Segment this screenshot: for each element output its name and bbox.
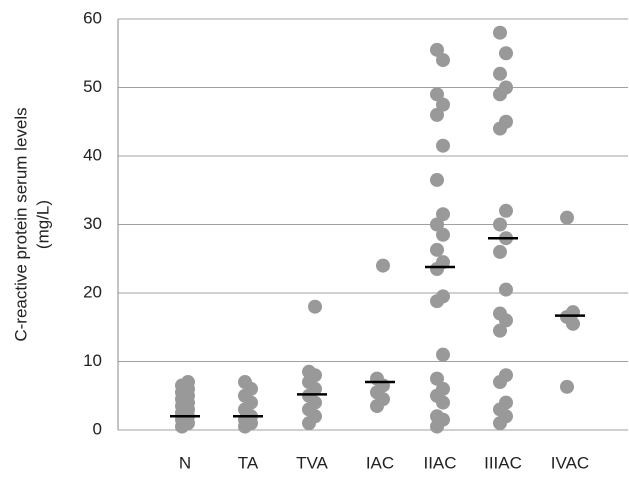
x-tick-label: TA [238,453,259,472]
data-point [560,210,574,225]
y-tick-label: 20 [83,282,102,301]
y-tick-label: 10 [83,351,102,370]
data-point [430,172,444,187]
x-tick-label: IIAC [423,453,456,472]
x-tick-label: IIIAC [484,453,522,472]
data-point [499,395,513,410]
data-point [370,371,384,386]
data-point [566,305,580,320]
data-point [436,347,450,362]
data-point [436,97,450,112]
data-point [499,368,513,383]
data-point [493,244,507,259]
data-point [493,25,507,40]
data-point [499,114,513,129]
y-tick-label: 40 [83,145,102,164]
data-point [181,375,195,390]
data-point [436,227,450,242]
data-point [436,381,450,396]
data-point [302,364,316,379]
data-point [430,242,444,257]
data-point [430,409,444,424]
data-point [560,379,574,394]
y-tick-label: 60 [83,8,102,27]
data-point [430,217,444,232]
data-point [499,282,513,297]
y-tick-label: 0 [93,419,102,438]
data-point [430,42,444,57]
data-point [308,299,322,314]
data-point [493,66,507,81]
data-point [499,203,513,218]
data-point [493,217,507,232]
data-point [499,46,513,61]
x-tick-label: N [179,453,191,472]
x-tick-label: IVAC [551,453,589,472]
data-point [499,80,513,95]
data-point [436,207,450,222]
y-tick-label: 30 [83,214,102,233]
data-point [238,375,252,390]
x-tick-label: TVA [296,453,328,472]
data-point [493,306,507,321]
y-tick-label: 50 [83,77,102,96]
data-point [430,87,444,102]
data-point [430,371,444,386]
data-point [436,255,450,270]
data-point [376,258,390,273]
data-point [436,289,450,304]
y-axis-label: (mg/L) [33,200,52,249]
data-point [493,323,507,338]
data-point [436,138,450,153]
data-point [436,53,450,68]
x-tick-label: IAC [366,453,394,472]
data-point [430,107,444,122]
y-axis-label: C-reactive protein serum levels [11,107,30,341]
